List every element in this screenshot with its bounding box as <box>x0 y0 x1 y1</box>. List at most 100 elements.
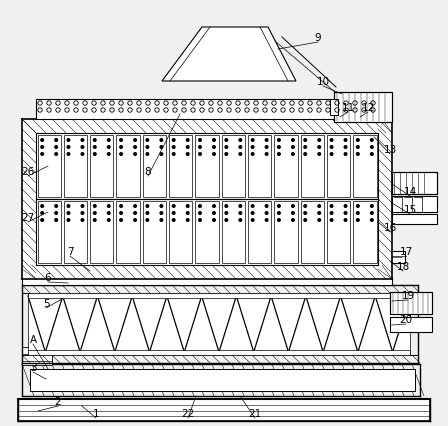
Circle shape <box>172 139 175 142</box>
Bar <box>222 136 245 198</box>
Circle shape <box>186 153 189 156</box>
Text: 2: 2 <box>55 396 61 406</box>
Text: 1: 1 <box>93 408 99 418</box>
Circle shape <box>186 212 189 215</box>
Circle shape <box>278 153 280 156</box>
Circle shape <box>120 212 122 215</box>
Circle shape <box>239 212 241 215</box>
Bar <box>353 201 376 263</box>
Circle shape <box>344 153 347 156</box>
Circle shape <box>146 205 149 208</box>
Circle shape <box>251 205 254 208</box>
Text: A: A <box>30 334 37 344</box>
Circle shape <box>172 219 175 222</box>
Circle shape <box>265 212 268 215</box>
Bar <box>390 292 432 314</box>
Circle shape <box>292 219 294 222</box>
Circle shape <box>239 153 241 156</box>
Bar <box>392 196 437 213</box>
Circle shape <box>94 219 96 222</box>
Circle shape <box>108 205 110 208</box>
Circle shape <box>172 205 175 208</box>
Circle shape <box>67 153 70 156</box>
Circle shape <box>304 205 306 208</box>
Circle shape <box>186 205 189 208</box>
Circle shape <box>344 219 347 222</box>
Circle shape <box>146 219 149 222</box>
Circle shape <box>304 212 306 215</box>
Circle shape <box>160 219 163 222</box>
Text: 7: 7 <box>67 246 73 256</box>
Text: 8: 8 <box>145 167 151 177</box>
Circle shape <box>120 205 122 208</box>
Circle shape <box>67 212 70 215</box>
Circle shape <box>318 205 320 208</box>
Bar <box>248 136 271 198</box>
Circle shape <box>172 147 175 149</box>
Circle shape <box>225 147 228 149</box>
Circle shape <box>292 139 294 142</box>
Circle shape <box>213 205 215 208</box>
Circle shape <box>251 219 254 222</box>
Circle shape <box>120 147 122 149</box>
Circle shape <box>278 205 280 208</box>
Text: 9: 9 <box>314 33 321 43</box>
Circle shape <box>239 219 241 222</box>
Circle shape <box>357 147 359 149</box>
Bar <box>274 136 297 198</box>
Circle shape <box>67 139 70 142</box>
Circle shape <box>199 147 201 149</box>
Text: 20: 20 <box>400 314 413 324</box>
Bar <box>116 136 140 198</box>
Bar <box>22 120 392 279</box>
Circle shape <box>134 219 136 222</box>
Circle shape <box>67 205 70 208</box>
Bar <box>301 201 324 263</box>
Bar <box>28 294 410 355</box>
Bar <box>195 136 219 198</box>
Bar <box>248 201 271 263</box>
Circle shape <box>199 205 201 208</box>
Circle shape <box>146 139 149 142</box>
Circle shape <box>94 147 96 149</box>
Text: 21: 21 <box>248 408 262 418</box>
Circle shape <box>278 219 280 222</box>
Bar <box>274 201 297 263</box>
Circle shape <box>199 219 201 222</box>
Text: 19: 19 <box>401 290 415 300</box>
Bar <box>330 100 338 116</box>
Circle shape <box>94 153 96 156</box>
Circle shape <box>330 139 333 142</box>
Bar <box>355 251 405 263</box>
Circle shape <box>357 212 359 215</box>
Text: 5: 5 <box>43 298 49 308</box>
Circle shape <box>304 147 306 149</box>
Circle shape <box>108 147 110 149</box>
Text: 15: 15 <box>403 204 417 215</box>
Circle shape <box>251 153 254 156</box>
Bar <box>390 292 432 314</box>
Text: 26: 26 <box>22 167 34 177</box>
Circle shape <box>330 219 333 222</box>
Bar <box>116 201 140 263</box>
Bar <box>143 136 166 198</box>
Bar <box>392 173 437 195</box>
Circle shape <box>239 139 241 142</box>
Circle shape <box>370 212 373 215</box>
Circle shape <box>55 212 57 215</box>
Circle shape <box>213 212 215 215</box>
Circle shape <box>357 153 359 156</box>
Bar <box>64 136 87 198</box>
Bar <box>334 93 392 123</box>
Bar <box>169 136 192 198</box>
Circle shape <box>41 205 43 208</box>
Circle shape <box>81 153 84 156</box>
Bar <box>327 201 350 263</box>
Circle shape <box>186 219 189 222</box>
Circle shape <box>318 219 320 222</box>
Bar <box>390 317 432 332</box>
Circle shape <box>94 205 96 208</box>
Circle shape <box>357 219 359 222</box>
Circle shape <box>251 212 254 215</box>
Circle shape <box>199 139 201 142</box>
